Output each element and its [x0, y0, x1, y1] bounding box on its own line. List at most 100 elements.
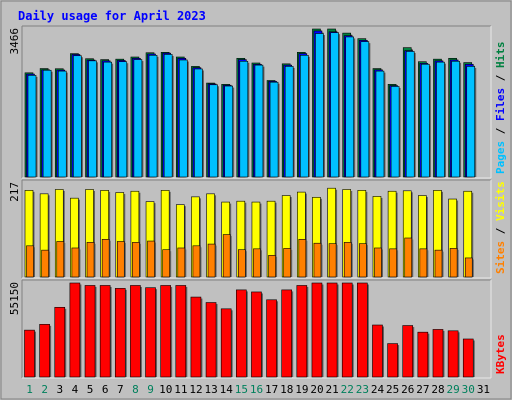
bar: [163, 54, 173, 178]
bar-sites-day-4: [71, 247, 81, 278]
bar: [42, 69, 52, 178]
bar-sites-day-2: [41, 249, 51, 278]
bar: [341, 282, 353, 378]
bar: [387, 343, 398, 378]
x-tick-label: 15: [235, 383, 248, 396]
bar-pages-day-30: [466, 66, 477, 178]
x-tick-label: 31: [477, 383, 490, 396]
bar: [466, 66, 476, 178]
bar: [41, 249, 49, 278]
bar-sites-day-15: [238, 249, 247, 278]
bar-sites-day-24: [374, 247, 383, 278]
bar-kbytes-day-28: [432, 329, 445, 378]
bar-pages-day-15: [239, 60, 250, 178]
x-tick-label: 14: [220, 383, 234, 396]
bar-pages-day-28: [436, 61, 446, 178]
x-axis-day-labels: 1 2 3 4 5 6 7 8 9 10 11 12 13 14 15 16 17 18 19 20 21 22 23 24 2…: [26, 383, 490, 396]
bar-pages-day-22: [345, 36, 356, 178]
bar-kbytes-day-19: [296, 285, 309, 378]
x-tick-label: 1: [26, 383, 33, 396]
x-tick-label: 23: [356, 383, 369, 396]
bar-kbytes-day-9: [145, 287, 158, 378]
bar-kbytes-day-2: [39, 324, 52, 378]
bar: [359, 243, 367, 278]
legend-pages: Pages: [494, 141, 507, 174]
bar: [145, 287, 156, 378]
x-tick-label: 9: [147, 383, 154, 396]
x-tick-label: 2: [41, 383, 48, 396]
bar: [54, 306, 66, 378]
bar: [375, 70, 385, 178]
bar-sites-day-13: [207, 243, 217, 278]
bar: [175, 285, 187, 378]
bar: [343, 242, 352, 278]
bar: [253, 248, 261, 278]
bar: [27, 75, 37, 178]
bar: [251, 291, 262, 378]
bar-pages-day-2: [42, 69, 53, 178]
x-tick-label: 8: [132, 383, 139, 396]
bar-sites-day-17: [268, 255, 278, 278]
bar-pages-day-18: [284, 66, 295, 178]
y-max-label: 55150: [8, 282, 21, 315]
bar: [205, 302, 217, 378]
bar: [436, 61, 445, 178]
bar-kbytes-day-20: [311, 282, 324, 378]
bar: [56, 241, 65, 278]
bar-sites-day-9: [147, 240, 157, 278]
panel-visits-sites: 217 Sites / Visits: [8, 179, 507, 279]
bar: [311, 282, 323, 378]
legend-visits: Visits: [494, 181, 507, 221]
legend-separator: /: [494, 68, 507, 88]
legend-sites: Sites: [494, 241, 507, 274]
bar: [99, 285, 111, 378]
bar-pages-day-19: [300, 54, 310, 178]
bar-sites-day-27: [419, 248, 429, 278]
legend-kbytes: KBytes: [494, 334, 507, 374]
bar-sites-day-18: [283, 248, 293, 278]
bar: [449, 248, 458, 278]
bar-kbytes-day-11: [175, 285, 188, 378]
x-tick-label: 12: [189, 383, 202, 396]
bar-sites-day-8: [132, 242, 141, 278]
bar: [147, 240, 155, 278]
x-tick-label: 26: [401, 383, 414, 396]
bar: [464, 257, 473, 278]
bar: [372, 324, 383, 378]
y-max-label: 3466: [8, 28, 21, 55]
bar: [330, 32, 339, 178]
bar: [357, 282, 368, 378]
bar: [402, 325, 414, 378]
bar: [419, 248, 428, 278]
bar: [103, 61, 112, 178]
bar-kbytes-day-26: [402, 325, 415, 378]
bar-kbytes-day-23: [357, 282, 369, 378]
panel-legend: Sites / Visits: [494, 181, 507, 274]
bar-pages-day-9: [148, 54, 159, 178]
bar-kbytes-day-27: [417, 331, 430, 378]
bar-pages-day-3: [57, 70, 68, 178]
x-tick-label: 17: [265, 383, 278, 396]
bar: [283, 248, 291, 278]
bar: [160, 285, 171, 378]
bar: [300, 54, 309, 178]
chart-panels: 3466 Pages / Files / Hits 217 Sites / Visit…: [8, 25, 507, 379]
bar-kbytes-day-29: [447, 330, 460, 378]
bar: [118, 61, 128, 178]
bar: [209, 84, 218, 178]
bar-sites-day-3: [56, 241, 66, 278]
x-tick-label: 6: [102, 383, 109, 396]
bar: [281, 289, 292, 378]
bar: [326, 282, 338, 378]
bar-sites-day-1: [26, 245, 35, 278]
x-tick-label: 7: [117, 383, 124, 396]
bar-sites-day-6: [101, 239, 111, 278]
bar: [360, 41, 370, 178]
bar: [133, 59, 143, 178]
legend-files: Files: [494, 88, 507, 121]
bar-sites-day-20: [313, 242, 323, 278]
bar: [238, 249, 246, 278]
bar: [389, 248, 397, 278]
chart-title: Daily usage for April 2023: [18, 9, 206, 23]
bar-pages-day-10: [163, 54, 174, 178]
